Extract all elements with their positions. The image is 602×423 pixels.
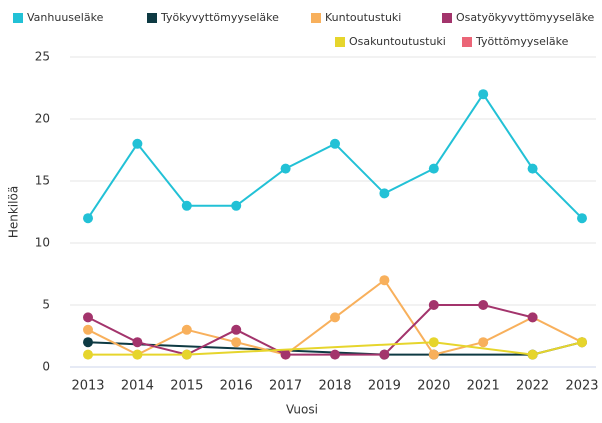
data-point xyxy=(330,138,340,149)
data-point xyxy=(181,324,192,335)
legend-swatch xyxy=(311,13,321,23)
x-tick-label: 2023 xyxy=(565,379,598,394)
data-point xyxy=(280,163,291,174)
data-point xyxy=(132,337,143,348)
data-point xyxy=(428,300,439,310)
data-point xyxy=(132,349,143,360)
data-point xyxy=(527,349,538,360)
data-point xyxy=(379,188,390,199)
data-point xyxy=(83,337,93,348)
x-tick-label: 2014 xyxy=(121,379,154,394)
legend-swatch xyxy=(442,13,452,23)
data-point xyxy=(181,349,192,360)
legend-swatch xyxy=(13,13,23,23)
data-point xyxy=(280,349,291,360)
data-point xyxy=(83,349,93,360)
legend-label: Osakuntoutustuki xyxy=(349,35,446,48)
x-tick-label: 2020 xyxy=(417,379,450,394)
x-tick-label: 2015 xyxy=(170,379,203,394)
legend-label: Työttömyyseläke xyxy=(475,35,569,48)
legend-label: Kuntoutustuki xyxy=(325,11,401,24)
data-point xyxy=(527,312,538,323)
data-point xyxy=(330,312,340,323)
x-tick-label: 2021 xyxy=(467,379,500,394)
data-point xyxy=(478,300,489,310)
y-axis-label: Henkilöä xyxy=(7,186,21,238)
data-point xyxy=(428,337,439,348)
x-axis-label: Vuosi xyxy=(286,403,318,417)
data-point xyxy=(83,324,93,335)
y-tick-label: 25 xyxy=(35,50,50,64)
x-tick-label: 2022 xyxy=(516,379,549,394)
data-point xyxy=(231,324,242,335)
data-point xyxy=(379,349,390,360)
series-line xyxy=(87,304,533,356)
legend-swatch xyxy=(147,13,157,23)
data-point xyxy=(527,163,538,174)
x-tick-label: 2017 xyxy=(269,379,302,394)
y-tick-label: 10 xyxy=(35,236,50,250)
legend-label: Työkyvyttömyyseläke xyxy=(160,11,279,24)
series-line xyxy=(87,92,583,219)
y-tick-label: 5 xyxy=(42,298,50,312)
x-tick-label: 2016 xyxy=(220,379,253,394)
data-point xyxy=(478,337,489,348)
data-point xyxy=(83,312,93,323)
y-tick-label: 20 xyxy=(35,112,50,126)
y-tick-label: 0 xyxy=(42,360,50,374)
data-point xyxy=(577,213,587,224)
legend-label: Osatyökyvyttömyyseläke xyxy=(456,11,595,24)
x-tick-label: 2019 xyxy=(368,379,401,394)
x-tick-label: 2013 xyxy=(71,379,104,394)
legend-label: Vanhuuseläke xyxy=(27,11,104,24)
legend-swatch xyxy=(335,37,345,47)
data-point xyxy=(330,349,340,360)
data-point xyxy=(181,200,192,211)
data-point xyxy=(379,275,390,286)
series-line xyxy=(88,341,583,356)
data-point xyxy=(231,337,242,348)
data-point xyxy=(478,89,489,100)
legend-swatch xyxy=(462,37,472,47)
data-point xyxy=(132,138,143,149)
data-point xyxy=(83,213,93,224)
data-point xyxy=(231,200,242,211)
data-point xyxy=(428,349,439,360)
data-point xyxy=(428,163,439,174)
x-tick-label: 2018 xyxy=(318,379,351,394)
data-point xyxy=(577,337,587,348)
y-tick-label: 15 xyxy=(35,174,50,188)
